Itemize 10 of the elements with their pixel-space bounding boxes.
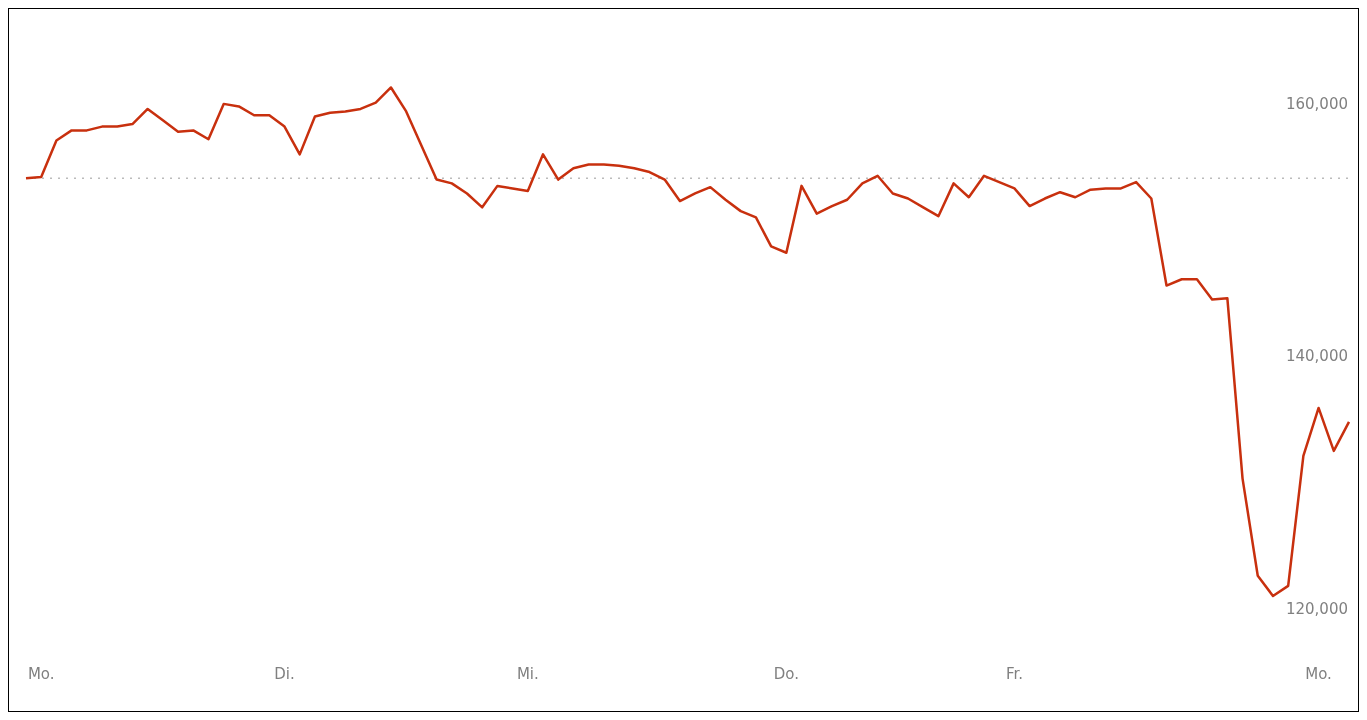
x-tick-label: Do. <box>773 665 799 684</box>
y-tick-label: 140,000 <box>1285 347 1348 366</box>
x-tick-label: Mi. <box>516 665 539 684</box>
x-tick-label: Di. <box>274 665 295 684</box>
line-series <box>24 86 1351 598</box>
x-tick-label: Mo. <box>27 665 55 684</box>
x-tick-label: Mo. <box>1305 665 1332 684</box>
y-tick-label: 120,000 <box>1285 599 1348 618</box>
y-tick-label: 160,000 <box>1285 95 1348 114</box>
x-tick-label: Fr. <box>1005 665 1023 684</box>
